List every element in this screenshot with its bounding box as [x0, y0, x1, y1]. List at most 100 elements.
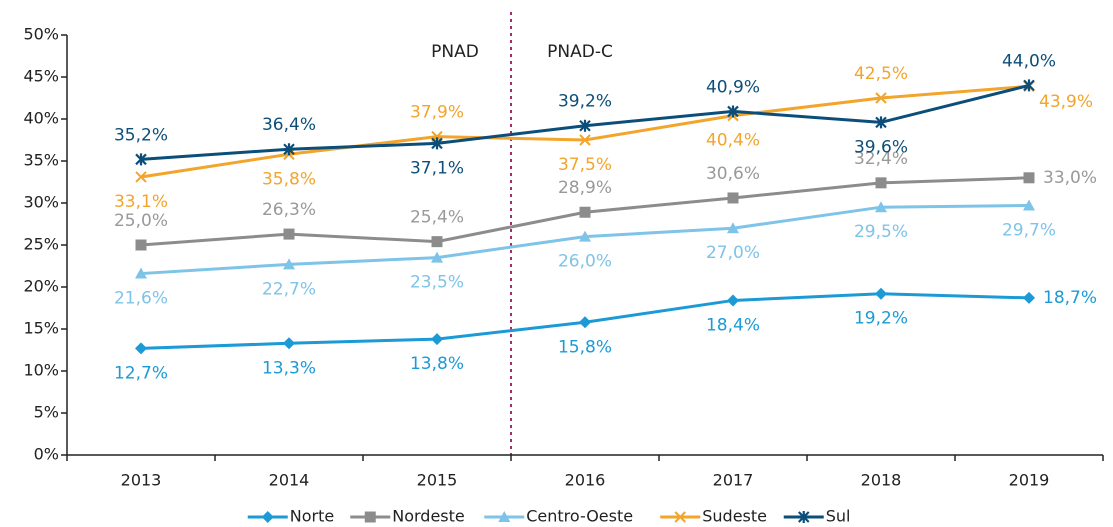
marker — [579, 230, 591, 242]
marker — [674, 511, 686, 523]
data-label: 29,5% — [854, 222, 908, 242]
data-label: 40,4% — [706, 131, 760, 151]
marker — [579, 206, 591, 218]
y-tick-label: 40% — [23, 109, 59, 128]
marker — [431, 236, 443, 248]
data-label: 13,3% — [262, 358, 316, 378]
legend-label: Centro-Oeste — [526, 507, 633, 526]
marker — [875, 287, 887, 300]
data-label: 19,2% — [854, 309, 908, 329]
data-label: 37,1% — [410, 158, 464, 178]
data-label: 15,8% — [558, 337, 612, 357]
data-label: 35,8% — [262, 169, 316, 189]
data-label: 28,9% — [558, 178, 612, 198]
data-label: 26,0% — [558, 252, 612, 272]
data-label: 23,5% — [410, 273, 464, 293]
x-tick-label: 2016 — [565, 471, 606, 490]
legend-label: Sudeste — [702, 507, 767, 526]
data-label: 22,7% — [262, 279, 316, 299]
data-label: 35,2% — [114, 125, 168, 145]
x-tick-label: 2017 — [713, 471, 754, 490]
marker — [135, 153, 147, 166]
y-tick-label: 50% — [23, 25, 59, 44]
marker — [498, 511, 511, 522]
x-tick-label: 2018 — [861, 471, 902, 490]
marker — [431, 251, 443, 263]
x-tick-label: 2019 — [1009, 471, 1050, 490]
marker — [727, 294, 739, 307]
data-label: 37,9% — [410, 103, 464, 123]
marker — [1023, 199, 1035, 211]
y-tick-label: 5% — [34, 403, 59, 422]
marker — [797, 511, 810, 523]
marker — [261, 511, 274, 523]
data-label: 18,4% — [706, 315, 760, 335]
data-label: 29,7% — [1002, 221, 1056, 241]
data-label: 25,4% — [410, 208, 464, 228]
marker — [364, 511, 376, 523]
marker — [135, 267, 147, 279]
marker — [1023, 79, 1035, 92]
y-tick-label: 45% — [23, 67, 59, 86]
y-tick-label: 20% — [23, 277, 59, 296]
x-tick-label: 2013 — [121, 471, 162, 490]
marker — [1023, 172, 1035, 184]
data-label: 43,9% — [1039, 92, 1093, 112]
marker — [135, 171, 147, 183]
data-label: 39,2% — [558, 92, 612, 112]
legend-item: Sul — [783, 507, 851, 526]
annotation: PNAD — [431, 42, 479, 62]
marker — [431, 137, 443, 150]
marker — [135, 239, 147, 251]
data-label: 30,6% — [706, 164, 760, 184]
annotation: PNAD-C — [547, 42, 613, 62]
legend-item: Centro-Oeste — [484, 507, 633, 526]
marker — [579, 316, 591, 329]
data-label: 33,0% — [1043, 168, 1097, 188]
y-tick-label: 25% — [23, 235, 59, 254]
data-label: 36,4% — [262, 115, 316, 135]
y-tick-label: 10% — [23, 361, 59, 380]
legend-label: Sul — [826, 507, 851, 526]
legend-item: Norte — [247, 507, 334, 526]
data-label: 21,6% — [114, 289, 168, 309]
marker — [875, 116, 887, 129]
marker — [283, 143, 295, 156]
marker — [875, 201, 887, 213]
y-tick-label: 30% — [23, 193, 59, 212]
legend-label: Nordeste — [392, 507, 465, 526]
data-label: 44,0% — [1002, 51, 1056, 71]
data-label: 32,4% — [854, 149, 908, 169]
marker — [283, 258, 295, 270]
data-label: 33,1% — [114, 192, 168, 212]
data-label: 18,7% — [1043, 288, 1097, 308]
marker — [135, 342, 147, 355]
legend-item: Nordeste — [350, 507, 465, 526]
marker — [283, 228, 295, 240]
marker — [875, 92, 887, 104]
data-label: 42,5% — [854, 64, 908, 84]
legend-label: Norte — [290, 507, 334, 526]
data-label: 27,0% — [706, 243, 760, 263]
marker — [431, 333, 443, 346]
marker — [579, 119, 591, 132]
data-label: 37,5% — [558, 155, 612, 175]
marker — [1023, 291, 1035, 304]
data-label: 40,9% — [706, 77, 760, 97]
data-label: 39,6% — [854, 137, 908, 157]
data-label: 12,7% — [114, 363, 168, 383]
data-label: 26,3% — [262, 200, 316, 220]
x-tick-label: 2014 — [269, 471, 310, 490]
data-label: 25,0% — [114, 211, 168, 231]
legend-item: Sudeste — [660, 507, 767, 526]
marker — [727, 222, 739, 234]
marker — [727, 192, 739, 204]
marker — [579, 134, 591, 146]
marker — [875, 177, 887, 189]
y-tick-label: 35% — [23, 151, 59, 170]
y-tick-label: 15% — [23, 319, 59, 338]
marker — [283, 337, 295, 350]
data-label: 13,8% — [410, 354, 464, 374]
x-tick-label: 2015 — [417, 471, 458, 490]
